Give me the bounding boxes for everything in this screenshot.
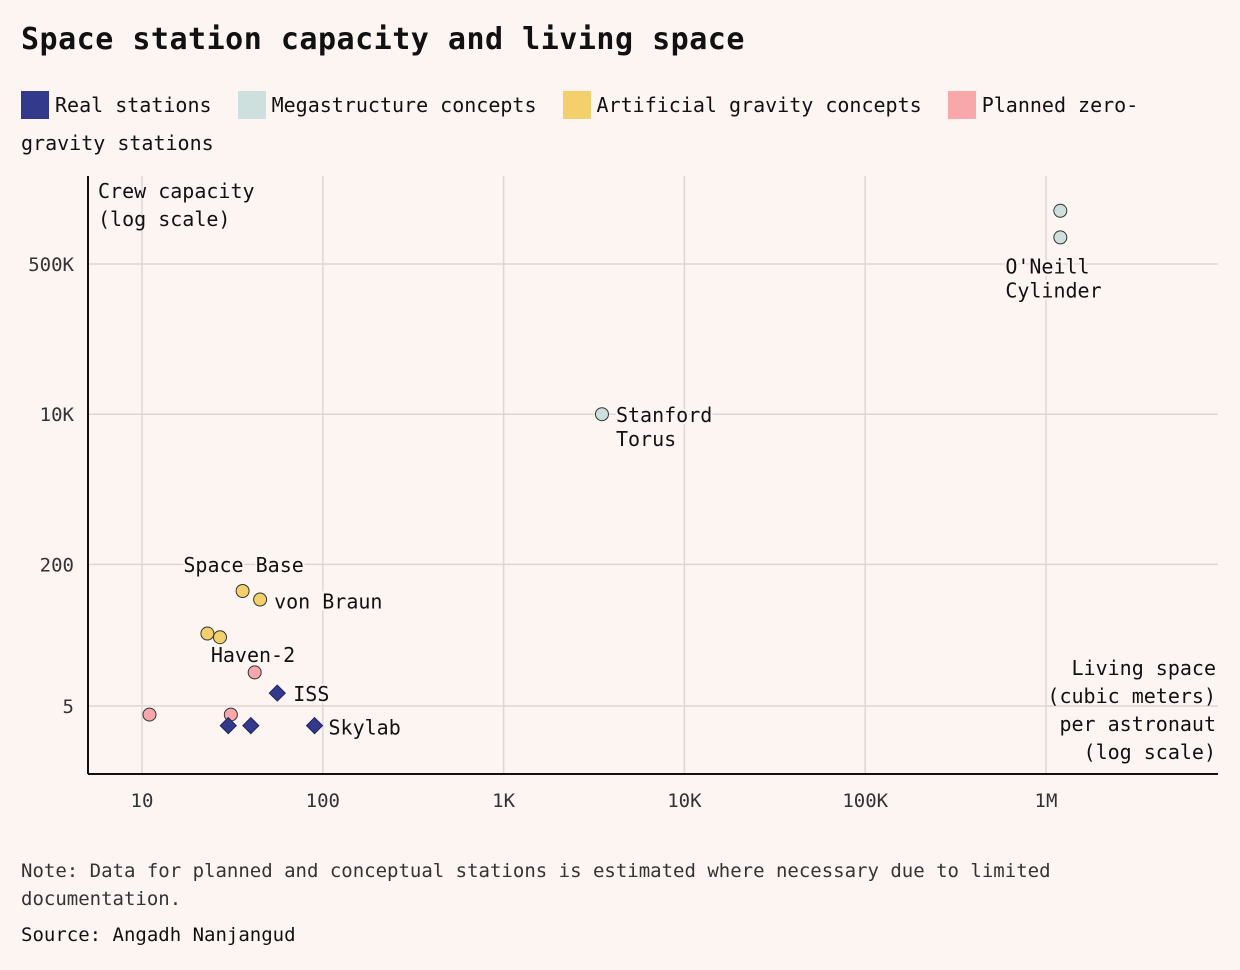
artificial-gravity-concepts-point-space-base — [235, 583, 250, 598]
y-tick-label-10k: 10K — [40, 404, 75, 426]
planned-zero-gravity-stations-point-1 — [247, 665, 262, 680]
x-axis-title-line-1: Living space — [1072, 656, 1217, 680]
y-axis-title-line-1: Crew capacity — [98, 179, 255, 203]
y-tick-label-5: 5 — [63, 696, 74, 718]
x-tick-label-100k: 100K — [842, 790, 888, 812]
legend-swatch-megastructure-concepts — [237, 91, 266, 119]
x-tick-label-1k: 1K — [492, 790, 515, 812]
chart-note: Note: Data for planned and conceptual st… — [21, 860, 1051, 910]
megastructure-concepts-point-3 — [1053, 203, 1068, 218]
point-label-skylab: Skylab — [329, 716, 401, 740]
point-label-space-base: Space Base — [183, 553, 303, 577]
y-tick-label-200: 200 — [40, 554, 74, 576]
point-label-iss: ISS — [293, 682, 329, 706]
real-stations-point-skylab — [305, 716, 324, 735]
legend-swatch-planned-zero-gravity-stations — [947, 91, 976, 119]
megastructure-concepts-point-stanford-torus — [594, 407, 609, 422]
legend-label-artificial-gravity-concepts: Artificial gravity concepts — [596, 93, 922, 117]
artificial-gravity-concepts-point-haven-2 — [212, 630, 227, 645]
x-axis-title-line-2: (cubic meters) — [1047, 684, 1216, 708]
legend-swatch-real-stations — [21, 91, 49, 119]
real-stations-point-3 — [219, 716, 237, 735]
x-axis-title-line-4: (log scale) — [1084, 740, 1216, 764]
x-tick-label-10k: 10K — [667, 790, 702, 812]
legend-item-artificial-gravity-concepts[interactable]: Artificial gravity concepts — [562, 91, 922, 119]
y-tick-label-500k: 500K — [28, 254, 74, 276]
x-tick-label-1m: 1M — [1035, 790, 1058, 812]
point-label-o-neill-cylinder-line-1: O'Neill — [1005, 254, 1089, 278]
legend-item-planned-zero-gravity-stations[interactable]: Planned zero-gravity stations — [21, 91, 1139, 155]
point-label-stanford-torus-line-2: Torus — [616, 427, 676, 451]
legend-label-real-stations: Real stations — [55, 93, 212, 117]
chart-source: Source: Angadh Nanjangud — [21, 924, 296, 946]
legend-label-planned-zero-gravity-stations: Planned zero-gravity stations — [21, 93, 1139, 155]
point-label-haven-2: Haven-2 — [211, 643, 295, 667]
artificial-gravity-concepts-point-4 — [200, 626, 215, 641]
x-tick-label-10: 10 — [131, 790, 154, 812]
artificial-gravity-concepts-point-von-braun — [253, 592, 268, 607]
x-tick-label-100: 100 — [306, 790, 340, 812]
point-label-stanford-torus-line-1: Stanford — [616, 403, 712, 427]
point-label-o-neill-cylinder-line-2: Cylinder — [1005, 278, 1101, 302]
legend: Real stations Megastructure concepts Art… — [21, 86, 1211, 162]
real-stations-point-4 — [242, 716, 260, 735]
scatter-plot: 10 100 1K 10K 100K 1M 5 200 10K 500K Crew capacity… — [28, 176, 1218, 812]
legend-item-real-stations[interactable]: Real stations — [21, 91, 212, 119]
y-axis-title-line-2: (log scale) — [98, 207, 230, 231]
x-axis-title-line-3: per astronaut — [1059, 712, 1216, 736]
real-stations-point-iss — [268, 684, 286, 702]
legend-label-megastructure-concepts: Megastructure concepts — [271, 93, 537, 117]
megastructure-concepts-point-o-neill-cylinder — [1053, 230, 1068, 245]
chart-title: Space station capacity and living space — [21, 22, 745, 57]
planned-zero-gravity-stations-point-2 — [142, 707, 157, 722]
legend-swatch-artificial-gravity-concepts — [562, 91, 591, 119]
point-label-von-braun: von Braun — [274, 590, 382, 614]
legend-item-megastructure-concepts[interactable]: Megastructure concepts — [237, 91, 537, 119]
